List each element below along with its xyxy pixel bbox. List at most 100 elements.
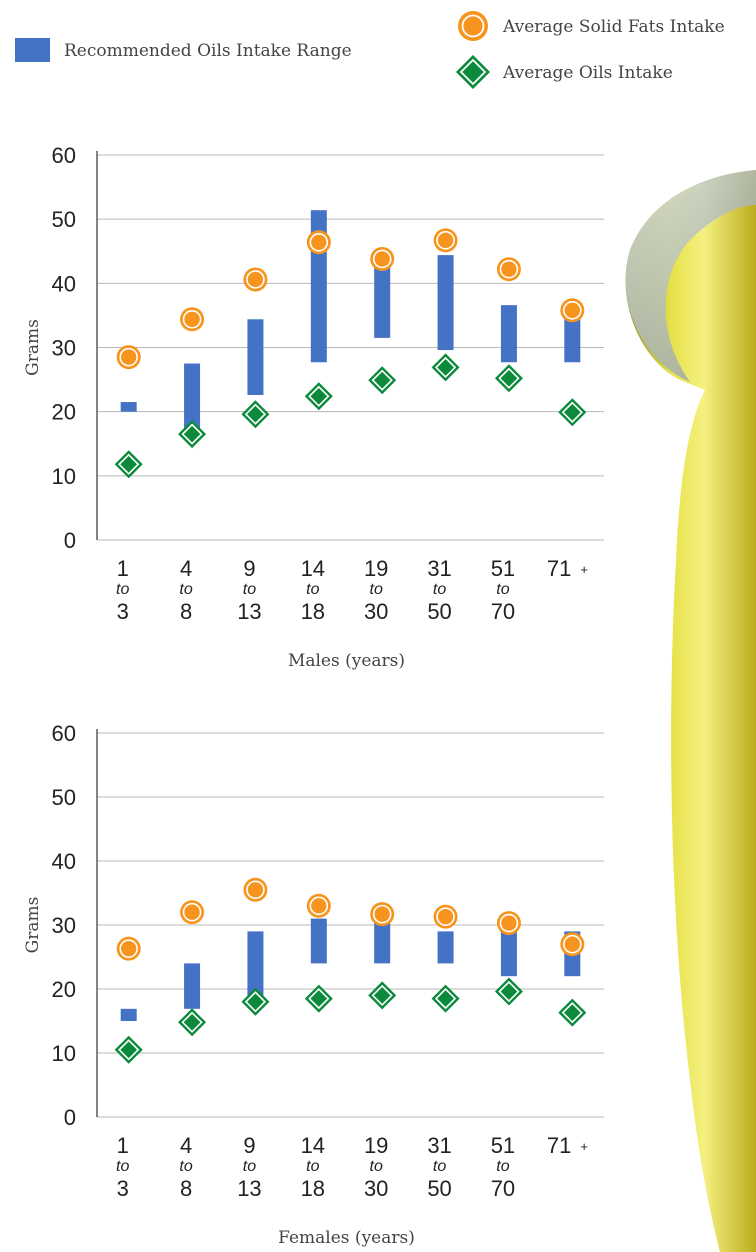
diamond-marker	[368, 981, 397, 1010]
x-tick-label: 14	[301, 556, 325, 581]
marker-ring	[563, 934, 582, 954]
marker-ring	[371, 984, 393, 1007]
x-tick-label: 18	[301, 599, 325, 624]
range-bar	[437, 255, 454, 351]
marker-ring	[308, 987, 330, 1010]
x-tick-label: 1	[117, 1133, 129, 1158]
y-tick-label: 10	[52, 464, 76, 489]
range-bar	[374, 264, 391, 338]
diamond-marker	[558, 998, 587, 1027]
x-tick-label: 9	[243, 1133, 255, 1158]
marker-ring	[181, 1011, 203, 1033]
y-tick-label: 30	[52, 336, 76, 361]
legend-swatch	[456, 55, 490, 89]
range-bar	[120, 1008, 137, 1021]
diamond-marker	[494, 364, 523, 393]
x-tick-label: 71	[547, 1133, 571, 1158]
x-tick-label: to	[370, 1158, 383, 1175]
x-tick-label: 31	[427, 556, 451, 581]
marker-ring	[182, 309, 202, 329]
legend-swatch-ring	[459, 58, 487, 86]
x-tick-label: to	[496, 1158, 509, 1175]
range-bar	[437, 931, 454, 964]
marker-ring	[182, 902, 202, 922]
x-tick-label: +	[580, 1139, 588, 1154]
y-axis-title: Grams	[23, 897, 43, 954]
marker-ring	[563, 300, 582, 320]
legend: Recommended Oils Intake Range Average Sol…	[15, 11, 725, 89]
range-bar	[500, 305, 517, 363]
x-tick-label: to	[179, 1158, 192, 1175]
range-bar	[184, 963, 201, 1009]
diamond-marker	[178, 1008, 207, 1037]
y-tick-label: 60	[52, 143, 76, 168]
x-tick-label: 19	[364, 1133, 388, 1158]
x-tick-label: to	[496, 581, 509, 598]
range-bar	[247, 931, 264, 1002]
y-tick-label: 20	[52, 977, 76, 1002]
marker-ring	[498, 980, 520, 1003]
diamond-marker	[114, 450, 143, 479]
x-tick-label: to	[433, 581, 446, 598]
range-bar	[500, 925, 517, 977]
marker-ring	[436, 231, 455, 250]
marker-ring	[372, 904, 392, 924]
x-tick-label: to	[433, 1158, 446, 1175]
legend-label: Average Oils Intake	[502, 63, 673, 83]
range-bar	[120, 402, 137, 412]
x-tick-label: to	[370, 581, 383, 598]
x-tick-label: 9	[243, 556, 255, 581]
marker-ring	[118, 1039, 140, 1061]
x-tick-label: to	[306, 581, 319, 598]
diamond-marker	[431, 353, 460, 382]
marker-ring	[119, 939, 138, 958]
marker-ring	[499, 913, 519, 933]
marker-ring	[246, 270, 265, 289]
marker-ring	[309, 896, 329, 916]
diamond-marker	[368, 366, 397, 395]
diamond-marker	[241, 400, 270, 429]
marker-ring	[498, 367, 520, 389]
x-tick-label: 50	[427, 1176, 451, 1201]
marker-ring	[561, 401, 583, 423]
oil-decoration	[625, 170, 756, 1252]
x-tick-label: to	[243, 1158, 256, 1175]
diamond-marker	[494, 977, 523, 1006]
y-tick-label: 20	[52, 400, 76, 425]
range-bar	[564, 310, 581, 363]
diamond-marker	[304, 382, 333, 411]
marker-ring	[246, 880, 265, 900]
marker-ring	[371, 369, 393, 391]
legend-swatch-ring	[461, 14, 485, 38]
x-tick-label: 31	[427, 1133, 451, 1158]
diamond-marker	[431, 984, 460, 1013]
x-tick-label: 30	[364, 1176, 388, 1201]
x-tick-label: 8	[180, 599, 192, 624]
marker-ring	[308, 385, 330, 407]
y-tick-label: 30	[52, 913, 76, 938]
x-tick-label: to	[243, 581, 256, 598]
diamond-marker	[558, 398, 587, 427]
range-bar	[247, 319, 264, 395]
marker-ring	[434, 356, 457, 379]
x-tick-label: 3	[117, 1176, 129, 1201]
x-tick-label: 51	[491, 556, 515, 581]
marker-ring	[244, 991, 267, 1013]
range-bar	[310, 918, 327, 964]
x-tick-label: 14	[301, 1133, 325, 1158]
y-axis-title: Grams	[23, 319, 43, 376]
x-axis-title: Females (years)	[278, 1228, 415, 1248]
x-tick-label: to	[116, 581, 129, 598]
x-tick-label: 70	[491, 599, 515, 624]
x-tick-label: 19	[364, 556, 388, 581]
diamond-marker	[241, 987, 270, 1016]
marker-ring	[372, 249, 392, 269]
x-tick-label: 50	[427, 599, 451, 624]
y-tick-label: 40	[52, 849, 76, 874]
marker-ring	[244, 403, 267, 425]
marker-ring	[119, 347, 138, 367]
x-tick-label: 1	[117, 556, 129, 581]
y-tick-label: 50	[52, 785, 76, 810]
